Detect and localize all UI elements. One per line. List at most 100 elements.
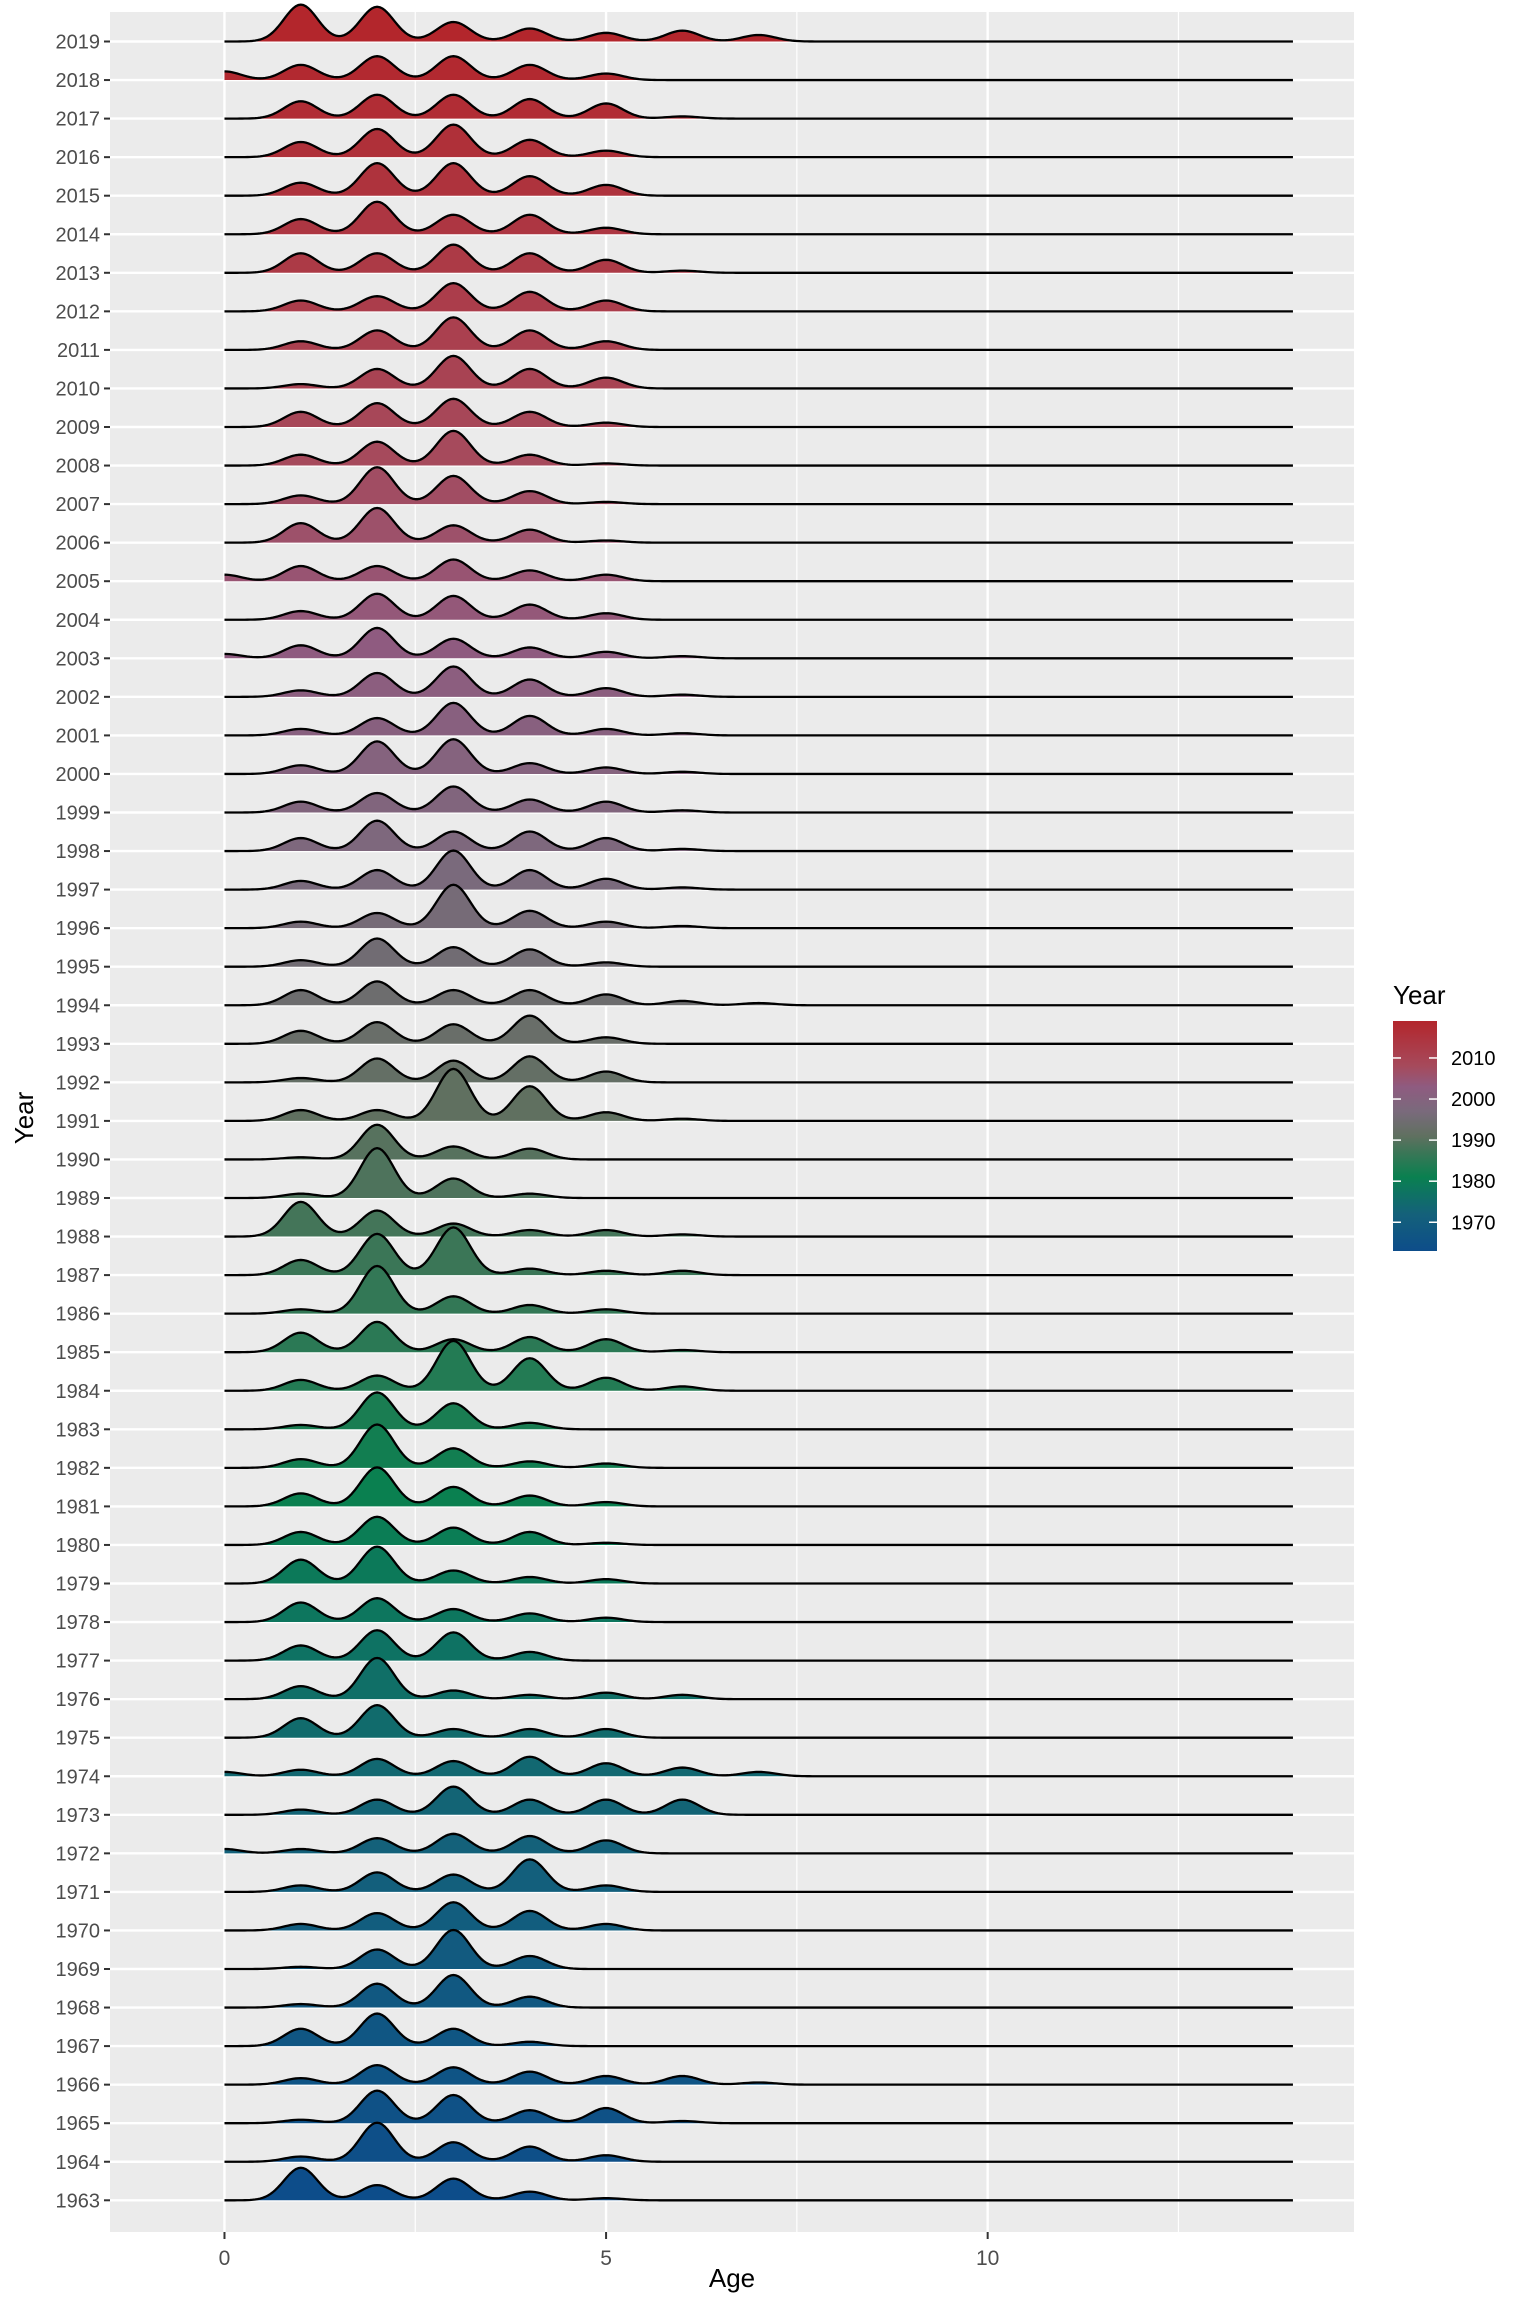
y-tick-label: 2019 xyxy=(56,32,101,54)
ridge-fill xyxy=(224,1068,1293,1121)
ridge-2005 xyxy=(224,558,1293,583)
ridge-outline xyxy=(224,1629,1293,1662)
ridge-outline xyxy=(224,701,1293,737)
ridge-1967 xyxy=(224,2012,1293,2048)
ridge-outline xyxy=(224,506,1293,544)
ridge-2007 xyxy=(224,466,1293,506)
y-tick-label: 1979 xyxy=(56,1574,101,1596)
ridge-outline xyxy=(224,883,1293,930)
ridge-fill xyxy=(224,1321,1293,1353)
ridge-outline xyxy=(224,1515,1293,1547)
ridge-1990 xyxy=(224,1123,1293,1161)
ridge-1987 xyxy=(224,1226,1293,1277)
ridge-2018 xyxy=(224,55,1293,82)
ridge-2011 xyxy=(224,316,1293,352)
ridge-1981 xyxy=(224,1466,1293,1508)
ridge-1995 xyxy=(224,937,1293,968)
ridge-fill xyxy=(224,666,1293,697)
ridge-outline xyxy=(224,1200,1293,1238)
y-tick-label: 1970 xyxy=(56,1920,101,1942)
ridge-2010 xyxy=(224,354,1293,390)
ridge-fill xyxy=(224,317,1293,350)
y-tick-label: 1997 xyxy=(56,880,101,902)
y-tick-label: 2007 xyxy=(56,494,101,516)
y-tick-label: 2016 xyxy=(56,147,101,169)
ridge-fill xyxy=(224,593,1293,620)
y-tick-label: 2005 xyxy=(56,571,101,593)
ridge-outline xyxy=(224,2089,1293,2125)
ridge-fill xyxy=(224,1340,1293,1391)
ridge-fill xyxy=(224,283,1293,312)
y-tick-label: 1963 xyxy=(56,2190,101,2212)
ridge-1975 xyxy=(224,1704,1293,1739)
ridge-fill xyxy=(224,702,1293,736)
ridge-outline xyxy=(224,429,1293,467)
ridge-1989 xyxy=(224,1146,1293,1200)
ridge-fill xyxy=(224,2090,1293,2124)
ridge-fill xyxy=(224,2167,1293,2201)
ridge-outline xyxy=(224,354,1293,390)
ridge-outline xyxy=(224,282,1293,313)
ridge-outline xyxy=(224,93,1293,120)
ridge-outline xyxy=(224,397,1293,429)
ridge-outline xyxy=(224,1055,1293,1084)
ridge-fill xyxy=(224,1902,1293,1931)
y-tick-label: 1982 xyxy=(56,1458,101,1480)
legend-label: 1990 xyxy=(1451,1130,1496,1152)
ridge-2014 xyxy=(224,200,1293,236)
y-tick-label: 1984 xyxy=(56,1381,101,1403)
y-tick-label: 2015 xyxy=(56,186,101,208)
ridge-2000 xyxy=(224,738,1293,776)
y-axis: 1963 1964 1965 1966 1967 1968 1969 1970 1971 1972… xyxy=(56,32,110,2212)
y-tick-label: 2017 xyxy=(56,109,101,131)
y-tick-label: 1993 xyxy=(56,1034,101,1056)
ridge-fill xyxy=(224,1929,1293,1969)
ridge-outline xyxy=(224,1755,1293,1778)
ridge-fill xyxy=(224,355,1293,389)
ridge-1982 xyxy=(224,1423,1293,1469)
y-tick-label: 1978 xyxy=(56,1612,101,1634)
ridge-2008 xyxy=(224,429,1293,467)
ridge-1970 xyxy=(224,1901,1293,1932)
ridge-outline xyxy=(224,123,1293,159)
y-tick-label: 1991 xyxy=(56,1111,101,1133)
y-tick-label: 1971 xyxy=(56,1882,101,1904)
y-tick-label: 2006 xyxy=(56,533,101,555)
y-tick-label: 1996 xyxy=(56,918,101,940)
y-tick-label: 2004 xyxy=(56,610,101,632)
ridge-1985 xyxy=(224,1320,1293,1354)
ridge-outline xyxy=(224,785,1293,814)
ridge-outline xyxy=(224,1339,1293,1392)
x-tick-label: 10 xyxy=(976,2247,999,2270)
ridge-outline xyxy=(224,849,1293,891)
ridge-1988 xyxy=(224,1200,1293,1238)
ridge-fill xyxy=(224,1786,1293,1815)
ridge-1978 xyxy=(224,1597,1293,1624)
y-tick-label: 1995 xyxy=(56,957,101,979)
ridge-outline xyxy=(224,738,1293,776)
y-tick-label: 1999 xyxy=(56,803,101,825)
y-tick-label: 1990 xyxy=(56,1149,101,1171)
y-tick-label: 1969 xyxy=(56,1959,101,1981)
ridge-outline xyxy=(224,1858,1293,1894)
y-tick-label: 2002 xyxy=(56,687,101,709)
ridge-outline xyxy=(224,2166,1293,2202)
ridge-outline xyxy=(224,1597,1293,1624)
y-tick-label: 1986 xyxy=(56,1304,101,1326)
ridge-fill xyxy=(224,2065,1293,2085)
ridge-outline xyxy=(224,2063,1293,2086)
ridge-outline xyxy=(224,558,1293,583)
ridge-outline xyxy=(224,200,1293,236)
ridge-outline xyxy=(224,1785,1293,1816)
ridge-outline xyxy=(224,1832,1293,1855)
ridge-2009 xyxy=(224,397,1293,429)
y-tick-label: 2010 xyxy=(56,378,101,400)
ridge-fill xyxy=(224,1227,1293,1276)
y-tick-label: 1976 xyxy=(56,1689,101,1711)
ridge-outline xyxy=(224,243,1293,274)
ridge-outline xyxy=(224,626,1293,660)
ridge-1963 xyxy=(224,2166,1293,2202)
y-tick-label: 1998 xyxy=(56,841,101,863)
y-tick-label: 1972 xyxy=(56,1843,101,1865)
